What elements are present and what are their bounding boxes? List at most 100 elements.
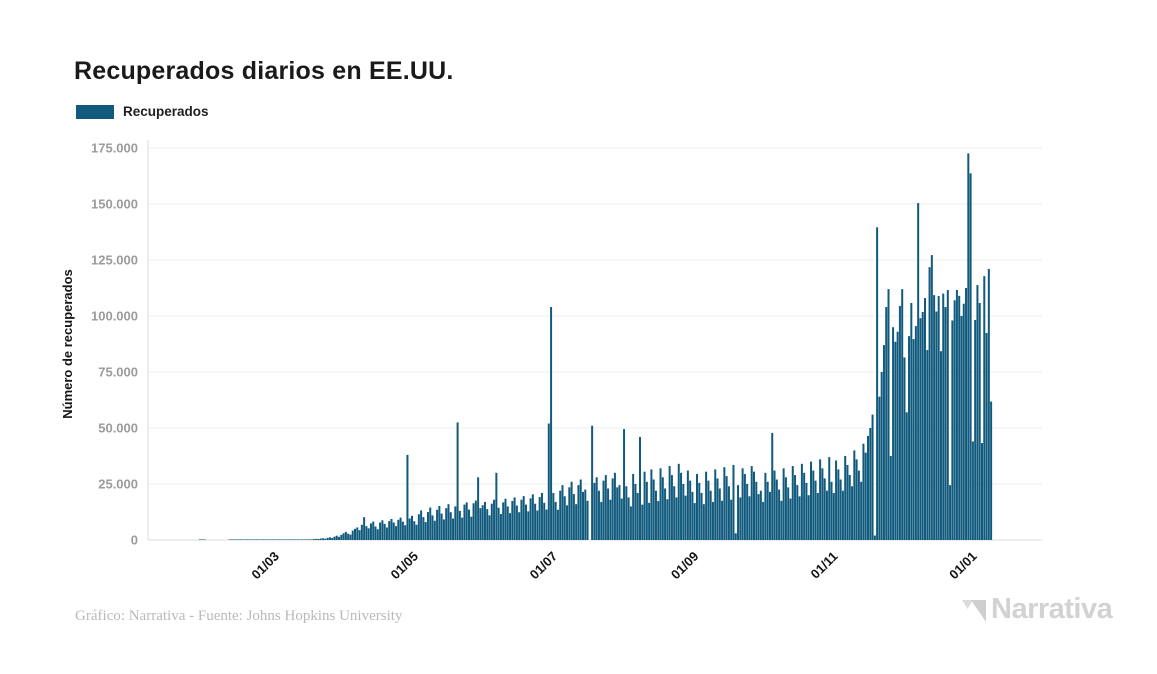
bar	[898, 305, 901, 540]
bar	[748, 496, 751, 540]
bar	[593, 482, 596, 540]
bar	[946, 290, 949, 540]
bar	[650, 469, 653, 540]
bar	[782, 468, 785, 540]
bar	[878, 396, 881, 540]
bar	[306, 539, 309, 540]
bar	[401, 521, 404, 540]
bar	[648, 502, 651, 540]
bar	[586, 500, 589, 540]
bar	[515, 505, 518, 540]
bar	[479, 508, 482, 540]
bar	[424, 522, 427, 540]
bar	[566, 505, 569, 540]
x-tick-label: 01/03	[248, 549, 282, 583]
bar	[379, 522, 382, 540]
bar	[474, 500, 477, 540]
bar	[978, 303, 981, 540]
bar	[445, 508, 448, 540]
y-tick-label: 0	[131, 533, 138, 548]
bar	[572, 494, 575, 540]
bar	[315, 538, 318, 540]
bar	[497, 507, 500, 540]
bar	[794, 475, 797, 540]
bar	[604, 475, 607, 540]
bar	[723, 467, 726, 540]
bar	[297, 539, 299, 540]
bar	[787, 487, 790, 540]
bar	[477, 477, 480, 540]
bar	[821, 468, 824, 540]
bar	[876, 227, 879, 541]
bar	[864, 452, 867, 540]
bar	[645, 481, 648, 540]
bar	[349, 534, 352, 540]
bar	[625, 486, 628, 540]
bar	[741, 468, 744, 540]
bar	[265, 539, 268, 540]
bar	[666, 499, 669, 540]
bar	[609, 499, 612, 540]
bar	[281, 539, 284, 540]
bar	[707, 480, 710, 540]
y-tick-label: 100.000	[91, 309, 138, 324]
bar	[730, 499, 733, 540]
bar	[800, 463, 803, 540]
source-credit: Gráfico: Narrativa - Fuente: Johns Hopki…	[75, 608, 403, 624]
bar	[525, 504, 527, 540]
bar	[958, 295, 961, 540]
bar	[322, 538, 325, 540]
bar	[664, 488, 667, 540]
y-tick-label: 125.000	[91, 253, 138, 268]
bar	[885, 307, 888, 540]
bar	[255, 539, 258, 540]
bar	[559, 490, 562, 540]
bar	[661, 477, 664, 540]
bar	[333, 536, 336, 540]
bar	[976, 285, 979, 540]
bar	[568, 487, 571, 540]
bar	[983, 276, 986, 540]
bar	[244, 539, 247, 540]
bar	[636, 492, 639, 540]
x-tick-label: 01/01	[946, 549, 980, 583]
bar	[388, 521, 391, 540]
bar	[805, 482, 808, 540]
chart-legend: Recuperados	[76, 104, 209, 119]
y-tick-label: 50.000	[98, 421, 138, 436]
bar	[639, 436, 641, 540]
bar	[828, 457, 831, 540]
bar	[235, 539, 238, 540]
bar	[595, 477, 598, 540]
bar	[867, 435, 869, 540]
bar	[971, 441, 974, 540]
bar	[481, 505, 484, 540]
bar	[465, 502, 468, 540]
bar	[534, 503, 537, 540]
bar	[274, 539, 277, 540]
bar	[602, 480, 605, 540]
bar	[556, 509, 559, 540]
bar	[198, 539, 201, 540]
y-axis-title: Número de recuperados	[60, 269, 75, 419]
bar	[846, 464, 849, 540]
bar	[294, 539, 297, 540]
bar	[766, 481, 769, 540]
narrativa-logo-icon	[962, 600, 986, 622]
bar	[538, 496, 541, 540]
bar	[397, 519, 400, 540]
bar	[652, 479, 655, 540]
bar	[493, 499, 496, 540]
bar	[308, 539, 311, 540]
bar	[550, 307, 553, 540]
bar	[249, 539, 252, 540]
page-title: Recuperados diarios en EE.UU.	[74, 56, 454, 85]
bar	[447, 504, 450, 540]
bar	[433, 520, 436, 540]
bar	[928, 267, 931, 540]
bar	[269, 539, 272, 540]
bar	[237, 539, 240, 540]
bar	[301, 539, 304, 540]
bar	[429, 507, 432, 540]
bar	[358, 530, 361, 540]
